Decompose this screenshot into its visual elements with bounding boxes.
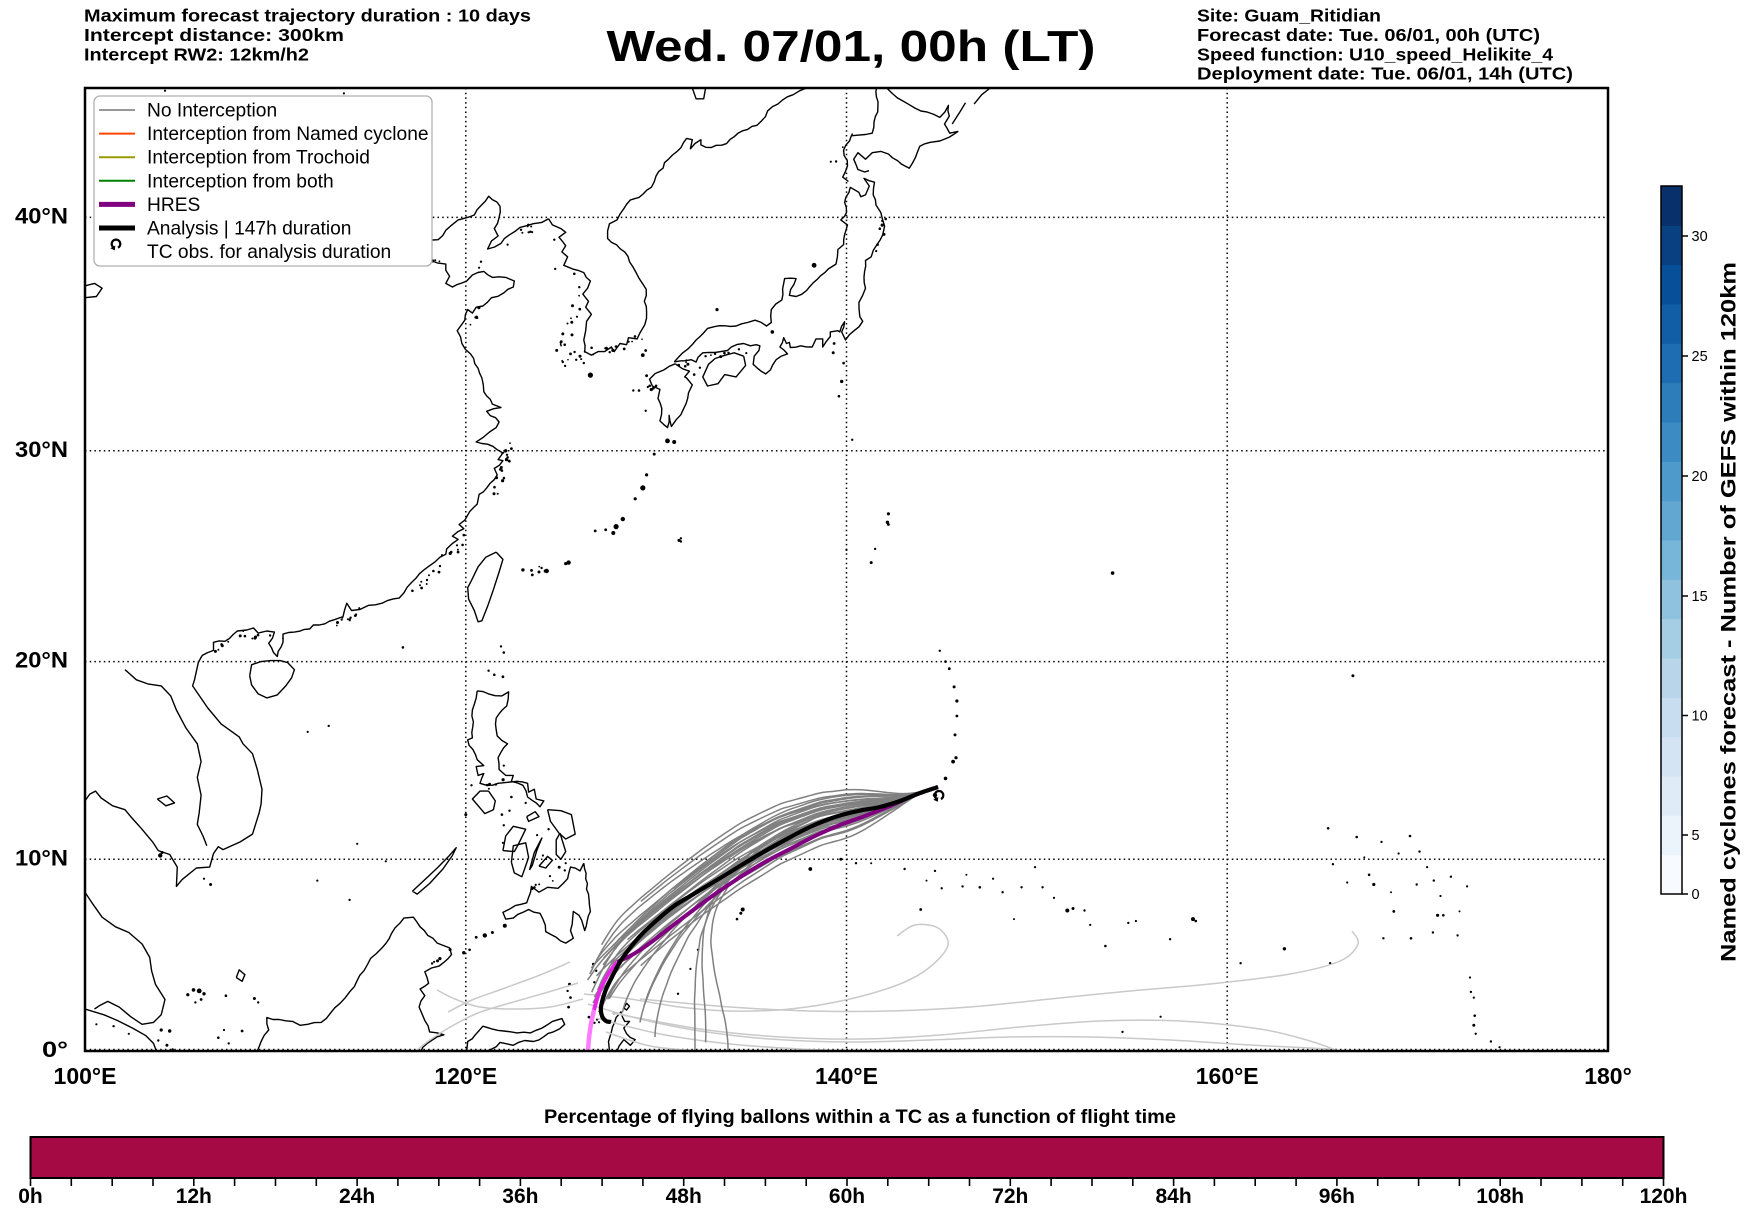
svg-text:96h: 96h (1319, 1185, 1355, 1208)
svg-text:40°N: 40°N (15, 203, 68, 228)
svg-text:120h: 120h (1640, 1185, 1688, 1208)
svg-text:72h: 72h (992, 1185, 1028, 1208)
svg-text:Maximum forecast trajectory du: Maximum forecast trajectory duration : 1… (84, 6, 531, 26)
svg-text:48h: 48h (666, 1185, 702, 1208)
svg-text:0°: 0° (42, 1037, 68, 1062)
svg-text:No Interception: No Interception (147, 101, 277, 122)
svg-text:Wed. 07/01, 00h (LT): Wed. 07/01, 00h (LT) (607, 22, 1096, 71)
svg-text:HRES: HRES (147, 195, 200, 216)
svg-text:12h: 12h (176, 1185, 212, 1208)
svg-text:5: 5 (1692, 828, 1700, 844)
svg-text:Deployment date: Tue. 06/01, 1: Deployment date: Tue. 06/01, 14h (UTC) (1197, 64, 1573, 84)
svg-text:120°E: 120°E (434, 1063, 497, 1089)
svg-text:100°E: 100°E (54, 1063, 117, 1089)
svg-text:Percentage of flying ballons w: Percentage of flying ballons within a TC… (544, 1107, 1176, 1128)
svg-text:Forecast date: Tue. 06/01, 00h: Forecast date: Tue. 06/01, 00h (UTC) (1197, 25, 1540, 45)
svg-text:Interception from Trochoid: Interception from Trochoid (147, 148, 370, 169)
svg-text:Speed function: U10_speed_Heli: Speed function: U10_speed_Helikite_4 (1197, 44, 1553, 64)
svg-text:36h: 36h (502, 1185, 538, 1208)
svg-text:Named cyclones forecast - Numb: Named cyclones forecast - Number of GEFS… (1718, 262, 1741, 962)
svg-text:60h: 60h (829, 1185, 865, 1208)
svg-text:10°N: 10°N (15, 845, 68, 870)
svg-text:Intercept RW2: 12km/h2: Intercept RW2: 12km/h2 (84, 44, 309, 64)
svg-text:Interception from Named cyclon: Interception from Named cyclone (147, 124, 429, 145)
svg-text:Intercept distance: 300km: Intercept distance: 300km (84, 25, 344, 45)
svg-text:140°E: 140°E (815, 1063, 878, 1089)
svg-text:84h: 84h (1156, 1185, 1192, 1208)
svg-text:20°N: 20°N (15, 648, 68, 673)
svg-text:24h: 24h (339, 1185, 375, 1208)
svg-text:30: 30 (1692, 229, 1708, 245)
svg-text:15: 15 (1692, 589, 1708, 605)
svg-text:108h: 108h (1476, 1185, 1524, 1208)
svg-text:10: 10 (1692, 709, 1708, 725)
svg-text:Interception from both: Interception from both (147, 171, 334, 192)
svg-text:Site: Guam_Ritidian: Site: Guam_Ritidian (1197, 6, 1381, 26)
svg-text:0: 0 (1692, 887, 1700, 903)
svg-text:0h: 0h (18, 1185, 43, 1208)
svg-text:25: 25 (1692, 349, 1708, 365)
svg-text:TC obs. for analysis duration: TC obs. for analysis duration (147, 242, 391, 263)
svg-text:30°N: 30°N (15, 437, 68, 462)
svg-text:Analysis | 147h duration: Analysis | 147h duration (147, 219, 351, 240)
svg-text:160°E: 160°E (1196, 1063, 1259, 1089)
svg-text:20: 20 (1692, 469, 1708, 485)
svg-text:180°: 180° (1584, 1063, 1632, 1089)
